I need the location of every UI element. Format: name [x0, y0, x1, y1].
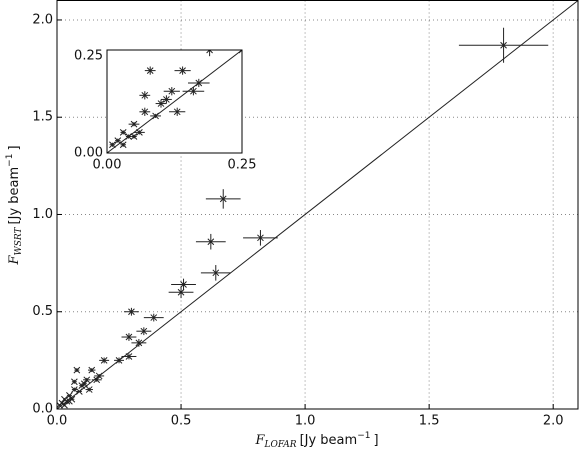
- data-point: [71, 386, 78, 393]
- data-point: [219, 195, 227, 203]
- data-point: [71, 378, 78, 386]
- data-point: [212, 269, 220, 277]
- data-point: [100, 357, 108, 364]
- axes-frame: [106, 49, 243, 154]
- x-tick-label: 0.00: [93, 158, 122, 173]
- y-tick-label: 1.5: [32, 110, 53, 125]
- y-tick-label: 0.25: [74, 49, 103, 64]
- y-tick-label: 2.0: [32, 12, 53, 27]
- data-point: [63, 397, 71, 405]
- label-subscript: WSRT: [14, 226, 24, 255]
- label-symbol: F: [254, 433, 265, 448]
- data-point: [125, 133, 132, 140]
- y-tick-label: 0.5: [32, 304, 53, 319]
- data-point: [238, 50, 242, 54]
- data-point: [75, 388, 83, 395]
- data-point: [177, 288, 185, 296]
- data-point: [93, 376, 101, 384]
- data-point: [135, 339, 143, 347]
- data-point: [66, 392, 73, 399]
- data-point: [130, 133, 138, 140]
- x-tick-label: 0.5: [171, 414, 192, 429]
- data-point: [173, 108, 181, 116]
- x-tick-label: 0.25: [228, 158, 257, 173]
- data-point: [66, 397, 73, 405]
- data-point: [190, 87, 197, 95]
- x-tick-label: 1.0: [295, 414, 316, 429]
- data-point: [195, 79, 203, 87]
- label-exponent: −1: [5, 154, 15, 167]
- label-unit: [Jy beam: [7, 167, 22, 225]
- label-unit: [Jy beam: [300, 433, 358, 448]
- label-subscript: LOFAR: [263, 440, 296, 450]
- data-point: [500, 41, 507, 49]
- data-point: [136, 129, 143, 136]
- data-point: [73, 366, 81, 374]
- label-close: ]: [7, 145, 22, 150]
- data-layer: [57, 0, 578, 409]
- data-point: [115, 357, 123, 364]
- data-point: [88, 366, 96, 374]
- y-tick-label: 0.0: [32, 402, 53, 417]
- x-tick-label: 2.0: [543, 414, 564, 429]
- data-point: [125, 353, 133, 360]
- data-point: [163, 96, 170, 103]
- data-point: [168, 87, 176, 95]
- data-point: [150, 314, 158, 321]
- data-point: [109, 141, 116, 149]
- data-point: [140, 327, 148, 335]
- data-point: [152, 112, 159, 120]
- data-point: [119, 141, 127, 149]
- label-exponent: −1: [357, 431, 370, 441]
- data-point: [141, 91, 149, 99]
- data-point: [85, 386, 93, 393]
- data-point: [130, 120, 138, 128]
- data-point: [128, 308, 135, 316]
- data-point: [61, 401, 68, 409]
- data-point: [157, 100, 165, 107]
- data-point: [80, 380, 88, 388]
- x-tick-label: 0.0: [47, 414, 68, 429]
- data-point: [114, 137, 122, 144]
- axes-frame: [56, 0, 579, 410]
- x-tick-label: 1.5: [419, 414, 440, 429]
- data-point: [119, 129, 127, 136]
- one-to-one-line: [57, 0, 578, 409]
- data-point: [141, 108, 149, 116]
- label-symbol: F: [7, 255, 22, 266]
- data-layer: [107, 50, 242, 153]
- axis-label: FLOFAR [Jy beam−1]: [254, 431, 378, 450]
- y-tick-label: 0.00: [74, 146, 103, 161]
- data-point: [257, 234, 264, 242]
- data-point: [207, 238, 215, 246]
- data-point: [179, 67, 186, 74]
- data-point: [206, 50, 213, 54]
- data-point: [125, 333, 133, 341]
- data-point: [146, 67, 154, 74]
- y-tick-label: 1.0: [32, 207, 53, 222]
- label-close: ]: [373, 433, 378, 448]
- axis-label: FWSRT[Jy beam−1]: [5, 145, 24, 265]
